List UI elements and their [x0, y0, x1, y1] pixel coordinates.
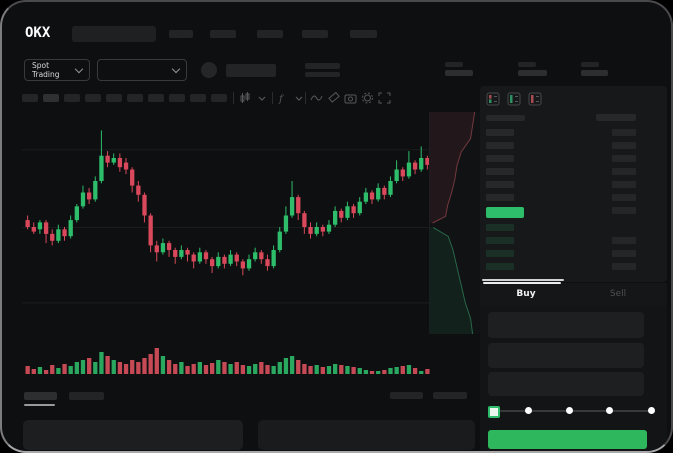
ask-amount-skeleton: [612, 155, 636, 162]
depth-panel: [429, 112, 482, 334]
nav-skeleton: [210, 30, 236, 38]
bottom-panel-left: [23, 420, 243, 450]
slider-stop-dot[interactable]: [606, 407, 613, 414]
active-tab-underline: [24, 404, 55, 406]
ask-amount-skeleton: [612, 168, 636, 175]
book-both-icon[interactable]: [486, 92, 500, 106]
stat-label-skeleton: [581, 62, 599, 67]
buy-tab-indicator: [483, 281, 561, 284]
bid-amount-skeleton: [612, 250, 636, 257]
okx-logo: OKX: [25, 25, 51, 41]
price-input[interactable]: [488, 312, 644, 338]
candle-style-icon[interactable]: [239, 92, 251, 104]
timeframe-slot-skeleton[interactable]: [22, 94, 38, 102]
svg-text:f: f: [278, 94, 285, 104]
bid-price-skeleton: [486, 263, 514, 270]
slider-handle[interactable]: [488, 406, 500, 418]
chevron-down-icon: [74, 64, 84, 73]
bid-price-skeleton: [486, 224, 514, 231]
measure-tool-icon[interactable]: [327, 92, 340, 104]
tab-sell[interactable]: Sell: [609, 289, 627, 299]
slider-stop-dot[interactable]: [525, 407, 532, 414]
timeframe-slot-skeleton[interactable]: [85, 94, 101, 102]
ask-price-skeleton: [486, 155, 514, 162]
book-asks-icon[interactable]: [528, 92, 542, 106]
depth-chart: [430, 112, 476, 334]
slider-stop-dot[interactable]: [566, 407, 573, 414]
ask-amount-skeleton: [612, 129, 636, 136]
ask-amount-skeleton: [612, 181, 636, 188]
nav-skeleton: [169, 30, 193, 38]
volume-chart: [25, 348, 430, 374]
ask-price-skeleton: [486, 181, 514, 188]
timeframe-slot-skeleton[interactable]: [106, 94, 122, 102]
bid-amount-skeleton: [612, 237, 636, 244]
ob-header-price: [486, 115, 525, 121]
nav-skeleton: [350, 30, 377, 38]
bottom-panel-right: [258, 420, 475, 450]
bottom-tab-skeleton[interactable]: [69, 392, 104, 400]
stat-value-skeleton: [581, 70, 608, 76]
nav-skeleton: [302, 30, 328, 38]
fullscreen-icon[interactable]: [378, 92, 391, 104]
chevron-down-icon: [171, 64, 181, 73]
toolbar-divider: [305, 92, 306, 104]
market-type-label: Spot Trading: [32, 61, 60, 79]
ob-scroll-indicator: [482, 279, 564, 281]
total-input[interactable]: [488, 372, 644, 396]
pair-name-skeleton: [226, 64, 276, 77]
bid-price-skeleton: [486, 250, 514, 257]
ask-amount-skeleton: [612, 142, 636, 149]
timeframe-slot-skeleton[interactable]: [169, 94, 185, 102]
compare-chevron-icon[interactable]: [294, 94, 304, 104]
stat-label-skeleton: [518, 62, 536, 67]
timeframe-slot-skeleton[interactable]: [211, 94, 227, 102]
price-skeleton: [305, 63, 340, 69]
snapshot-icon[interactable]: [344, 92, 357, 104]
stat-value-skeleton: [518, 70, 547, 76]
search-skeleton: [72, 26, 156, 42]
market-type-dropdown[interactable]: Spot Trading: [24, 59, 90, 81]
toolbar-divider: [233, 92, 234, 104]
interval-chevron-icon[interactable]: [257, 94, 267, 104]
ask-price-skeleton: [486, 194, 514, 201]
change-skeleton: [305, 72, 340, 77]
slider-stop-dot[interactable]: [648, 407, 655, 414]
ask-amount-skeleton: [612, 207, 636, 214]
tab-buy[interactable]: Buy: [516, 289, 536, 299]
timeframe-slot-skeleton[interactable]: [127, 94, 143, 102]
last-price-badge[interactable]: [486, 207, 524, 218]
ask-price-skeleton: [486, 142, 514, 149]
ask-price-skeleton: [486, 168, 514, 175]
line-tool-icon[interactable]: [310, 92, 323, 104]
bottom-action-skeleton[interactable]: [433, 392, 467, 399]
timeframe-slot-skeleton[interactable]: [190, 94, 206, 102]
bottom-tab-skeleton-active[interactable]: [24, 392, 57, 400]
settings-icon[interactable]: [361, 92, 374, 104]
timeframe-slot-skeleton[interactable]: [148, 94, 164, 102]
book-bids-icon[interactable]: [507, 92, 521, 106]
timeframe-slot-skeleton[interactable]: [64, 94, 80, 102]
bid-price-skeleton: [486, 237, 514, 244]
nav-skeleton: [257, 30, 283, 38]
indicators-icon[interactable]: f: [277, 92, 289, 104]
toolbar-divider: [272, 92, 273, 104]
trade-tab-bar: [480, 283, 667, 306]
stat-label-skeleton: [445, 62, 463, 67]
ask-amount-skeleton: [612, 194, 636, 201]
stat-value-skeleton: [445, 70, 473, 76]
ob-header-amount: [596, 114, 636, 121]
buy-submit-button[interactable]: [488, 430, 647, 449]
amount-input[interactable]: [488, 343, 644, 368]
timeframe-slot-skeleton[interactable]: [43, 94, 59, 102]
bid-amount-skeleton: [612, 263, 636, 270]
coin-avatar[interactable]: [201, 62, 217, 78]
pair-dropdown[interactable]: [97, 59, 187, 81]
bottom-action-skeleton[interactable]: [390, 392, 423, 399]
candlestick-chart[interactable]: [22, 112, 430, 334]
ask-price-skeleton: [486, 129, 514, 136]
